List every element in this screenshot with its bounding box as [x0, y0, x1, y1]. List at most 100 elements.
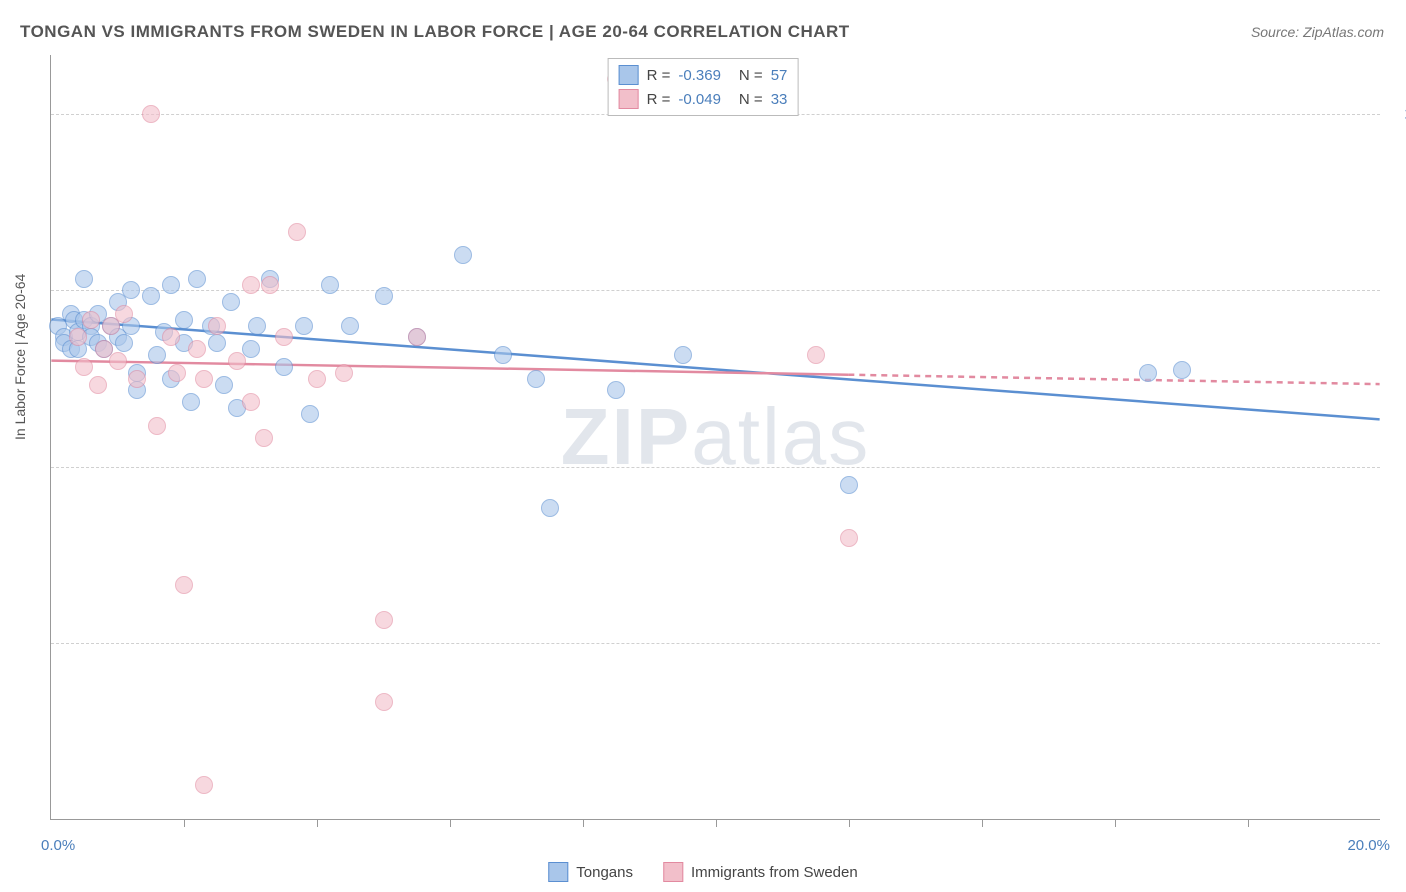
data-point [115, 334, 133, 352]
data-point [308, 370, 326, 388]
data-point [242, 276, 260, 294]
y-tick-label: 100.0% [1390, 105, 1406, 122]
data-point [162, 328, 180, 346]
data-point [840, 476, 858, 494]
legend-stats-row-0: R = -0.369 N = 57 [619, 63, 788, 87]
data-point [454, 246, 472, 264]
data-point [255, 429, 273, 447]
gridline [51, 467, 1380, 468]
x-tick [583, 819, 584, 827]
legend-stats: R = -0.369 N = 57 R = -0.049 N = 33 [608, 58, 799, 116]
x-tick [317, 819, 318, 827]
data-point [148, 417, 166, 435]
data-point [375, 693, 393, 711]
n-label: N = [739, 91, 763, 108]
data-point [215, 376, 233, 394]
data-point [122, 281, 140, 299]
legend-item-1: Immigrants from Sweden [663, 862, 858, 882]
x-tick [849, 819, 850, 827]
data-point [295, 317, 313, 335]
swatch-icon [663, 862, 683, 882]
y-tick-label: 85.0% [1390, 282, 1406, 299]
data-point [375, 287, 393, 305]
gridline [51, 643, 1380, 644]
data-point [408, 328, 426, 346]
plot-area: ZIPatlas 0.0% 20.0% 100.0%85.0%70.0%55.0… [50, 55, 1380, 820]
y-tick-label: 70.0% [1390, 458, 1406, 475]
data-point [527, 370, 545, 388]
data-point [335, 364, 353, 382]
data-point [674, 346, 692, 364]
data-point [188, 340, 206, 358]
data-point [115, 305, 133, 323]
legend-series: Tongans Immigrants from Sweden [548, 862, 857, 882]
swatch-series-0 [619, 65, 639, 85]
data-point [182, 393, 200, 411]
data-point [228, 352, 246, 370]
data-point [162, 276, 180, 294]
data-point [188, 270, 206, 288]
n-label: N = [739, 67, 763, 84]
data-point [321, 276, 339, 294]
n-value-1: 33 [771, 91, 788, 108]
data-point [248, 317, 266, 335]
r-label: R = [647, 91, 671, 108]
x-axis-end: 20.0% [1347, 837, 1390, 854]
chart-source: Source: ZipAtlas.com [1251, 24, 1384, 40]
data-point [208, 334, 226, 352]
data-point [175, 576, 193, 594]
data-point [607, 381, 625, 399]
swatch-icon [548, 862, 568, 882]
y-tick-label: 55.0% [1390, 635, 1406, 652]
data-point [1139, 364, 1157, 382]
data-point [242, 393, 260, 411]
swatch-series-1 [619, 89, 639, 109]
data-point [301, 405, 319, 423]
data-point [222, 293, 240, 311]
legend-label-1: Immigrants from Sweden [691, 864, 858, 881]
data-point [288, 223, 306, 241]
r-label: R = [647, 67, 671, 84]
data-point [541, 499, 559, 517]
data-point [275, 358, 293, 376]
r-value-1: -0.049 [678, 91, 721, 108]
legend-label-0: Tongans [576, 864, 633, 881]
data-point [275, 328, 293, 346]
data-point [109, 352, 127, 370]
data-point [1173, 361, 1191, 379]
x-axis-start: 0.0% [41, 837, 75, 854]
x-tick [982, 819, 983, 827]
data-point [261, 276, 279, 294]
data-point [168, 364, 186, 382]
data-point [494, 346, 512, 364]
data-point [175, 311, 193, 329]
chart-container: TONGAN VS IMMIGRANTS FROM SWEDEN IN LABO… [0, 0, 1406, 892]
x-tick [1248, 819, 1249, 827]
data-point [69, 328, 87, 346]
n-value-0: 57 [771, 67, 788, 84]
data-point [195, 370, 213, 388]
legend-stats-row-1: R = -0.049 N = 33 [619, 87, 788, 111]
r-value-0: -0.369 [678, 67, 721, 84]
trend-lines [51, 55, 1380, 819]
data-point [807, 346, 825, 364]
data-point [840, 529, 858, 547]
x-tick [716, 819, 717, 827]
data-point [148, 346, 166, 364]
x-tick [184, 819, 185, 827]
data-point [142, 287, 160, 305]
data-point [142, 105, 160, 123]
data-point [82, 311, 100, 329]
data-point [208, 317, 226, 335]
data-point [75, 270, 93, 288]
data-point [341, 317, 359, 335]
data-point [75, 358, 93, 376]
data-point [89, 376, 107, 394]
x-tick [1115, 819, 1116, 827]
x-tick [450, 819, 451, 827]
chart-title: TONGAN VS IMMIGRANTS FROM SWEDEN IN LABO… [20, 22, 850, 42]
legend-item-0: Tongans [548, 862, 633, 882]
data-point [128, 370, 146, 388]
y-axis-label: In Labor Force | Age 20-64 [12, 274, 28, 440]
data-point [195, 776, 213, 794]
